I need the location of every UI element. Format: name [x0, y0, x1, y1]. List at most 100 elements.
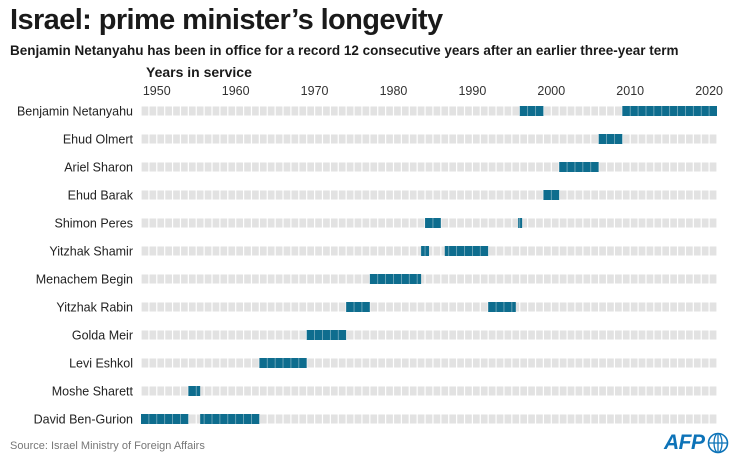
year-cell — [220, 134, 228, 144]
year-cell — [480, 218, 488, 228]
year-cell — [583, 246, 591, 256]
year-cell — [299, 330, 307, 340]
year-cell — [196, 218, 204, 228]
year-cell — [315, 274, 322, 284]
year-cell — [220, 106, 228, 116]
year-cell — [228, 274, 236, 284]
year-cell — [267, 414, 275, 424]
year-cell — [583, 190, 591, 200]
year-cell — [559, 414, 567, 424]
year-cell — [220, 302, 228, 312]
year-cell — [228, 218, 236, 228]
year-cell — [567, 414, 575, 424]
year-cell — [346, 358, 354, 368]
year-cell — [512, 162, 520, 172]
year-cell — [457, 190, 464, 200]
year-cell — [394, 134, 401, 144]
year-cell — [275, 330, 283, 340]
year-cell — [291, 330, 299, 340]
year-cell — [496, 414, 504, 424]
x-tick-label: 1950 — [143, 84, 171, 98]
year-cell — [512, 386, 520, 396]
year-cell — [362, 246, 370, 256]
year-cell — [670, 414, 677, 424]
year-cell — [670, 246, 677, 256]
year-cell — [465, 358, 472, 368]
year-cell — [441, 414, 449, 424]
year-cell — [488, 218, 496, 228]
year-cell — [299, 246, 307, 256]
year-cell — [512, 218, 520, 228]
year-cell — [504, 134, 512, 144]
year-cell — [181, 218, 188, 228]
year-cell — [157, 190, 165, 200]
year-cell — [370, 106, 378, 116]
year-cell — [283, 218, 291, 228]
year-cell — [323, 190, 330, 200]
year-cell — [409, 162, 417, 172]
year-cell — [307, 190, 314, 200]
year-cell — [686, 190, 693, 200]
year-cell — [559, 274, 567, 284]
year-cell — [409, 106, 417, 116]
year-cell — [567, 302, 575, 312]
year-cell — [504, 386, 512, 396]
year-cell — [181, 274, 188, 284]
year-cell — [157, 274, 165, 284]
year-cell — [512, 274, 520, 284]
year-cell — [267, 134, 275, 144]
year-cell — [354, 190, 362, 200]
year-cell — [394, 218, 401, 228]
year-cell — [173, 106, 180, 116]
year-cell — [575, 274, 583, 284]
year-cell — [299, 218, 307, 228]
year-cell — [433, 302, 441, 312]
year-cell — [528, 414, 535, 424]
year-cell — [323, 414, 330, 424]
year-cell — [149, 302, 157, 312]
year-cell — [536, 358, 543, 368]
year-cell — [575, 330, 583, 340]
year-cell — [259, 190, 267, 200]
year-cell — [323, 358, 330, 368]
year-cell — [394, 162, 401, 172]
source-note: Source: Israel Ministry of Foreign Affai… — [10, 440, 205, 452]
year-cell — [212, 246, 220, 256]
year-cell — [465, 134, 472, 144]
year-cell — [157, 162, 165, 172]
year-cell — [323, 106, 330, 116]
year-cell — [607, 274, 614, 284]
year-cell — [275, 302, 283, 312]
year-cell — [212, 218, 220, 228]
year-cell — [583, 106, 591, 116]
year-cell — [551, 414, 559, 424]
year-cell — [654, 358, 662, 368]
year-cell — [480, 134, 488, 144]
year-cell — [449, 218, 457, 228]
year-cell — [630, 386, 638, 396]
year-cell — [512, 190, 520, 200]
year-cell — [441, 190, 449, 200]
year-cell — [386, 218, 393, 228]
year-cell — [244, 134, 251, 144]
year-cell — [378, 414, 386, 424]
year-cell — [670, 218, 677, 228]
year-cell — [678, 246, 685, 256]
year-cell — [575, 358, 583, 368]
globe-icon — [707, 432, 728, 454]
year-cell — [228, 134, 236, 144]
year-cell — [544, 386, 551, 396]
year-cell — [449, 106, 457, 116]
year-cell — [425, 274, 433, 284]
year-cell — [378, 218, 386, 228]
term-bar — [346, 302, 370, 312]
year-cell — [567, 218, 575, 228]
year-cell — [583, 358, 591, 368]
year-cell — [433, 414, 441, 424]
term-bar — [543, 190, 560, 200]
year-cell — [173, 386, 180, 396]
year-cell — [283, 134, 291, 144]
term-bar — [518, 218, 523, 228]
year-cell — [149, 218, 157, 228]
year-cell — [196, 358, 204, 368]
